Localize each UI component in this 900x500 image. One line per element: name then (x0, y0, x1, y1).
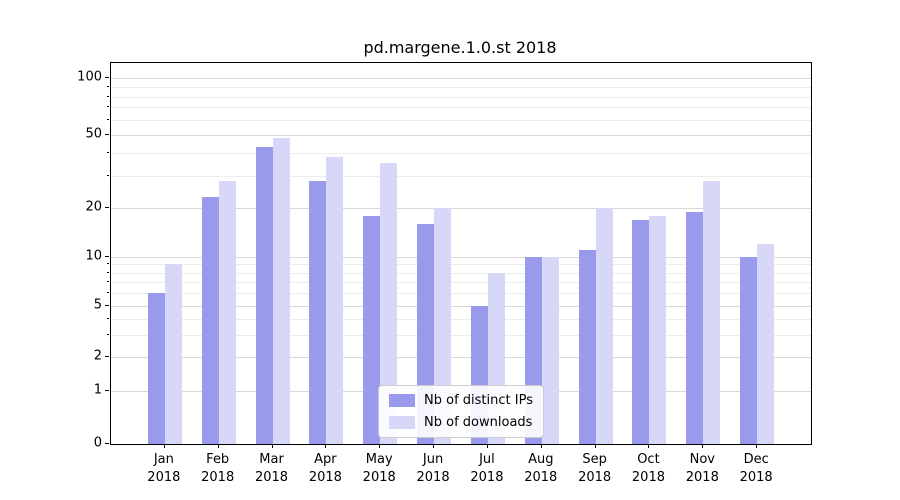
minor-gridline (111, 152, 811, 154)
bar-distinct-ips (740, 256, 758, 444)
bar-distinct-ips (147, 293, 165, 444)
y-tick-label: 100 (77, 69, 102, 85)
x-tick-label: Jan 2018 (147, 452, 181, 485)
x-tick-label: Oct 2018 (631, 452, 665, 485)
y-tick-label: 2 (93, 348, 102, 364)
y-tick-mark (105, 356, 109, 358)
major-gridline (111, 306, 811, 308)
bar-downloads (541, 256, 559, 444)
x-tick-label: Feb 2018 (201, 452, 235, 485)
y-minor-tick-mark (107, 119, 109, 121)
y-tick-mark (105, 255, 109, 257)
y-tick-mark (105, 443, 109, 444)
y-minor-tick-mark (107, 85, 109, 87)
y-tick-mark (105, 77, 109, 79)
minor-gridline (111, 334, 811, 336)
x-tick-mark (756, 444, 758, 448)
y-minor-tick-mark (107, 292, 109, 294)
bar-downloads (649, 215, 667, 444)
minor-gridline (111, 272, 811, 274)
x-tick-mark (379, 444, 381, 448)
bar-distinct-ips (363, 215, 381, 444)
y-tick-mark (105, 390, 109, 392)
minor-gridline (111, 120, 811, 122)
bar-downloads (218, 181, 236, 444)
x-tick-mark (540, 444, 542, 448)
legend: Nb of distinct IPs Nb of downloads (378, 385, 544, 438)
bar-downloads (595, 208, 613, 444)
minor-gridline (111, 175, 811, 177)
bar-downloads (380, 163, 398, 444)
x-tick-mark (648, 444, 650, 448)
y-tick-mark (105, 134, 109, 135)
minor-gridline (111, 107, 811, 109)
plot-area: Nb of distinct IPs Nb of downloads (110, 62, 812, 445)
legend-item: Nb of downloads (389, 415, 533, 430)
x-tick-mark (594, 444, 596, 448)
bar-distinct-ips (578, 250, 596, 444)
y-tick-label: 10 (85, 248, 102, 264)
x-tick-mark (325, 444, 327, 448)
y-tick-label: 5 (93, 297, 102, 313)
y-tick-label: 1 (93, 382, 102, 398)
y-minor-tick-mark (107, 281, 109, 283)
x-tick-label: Jul 2018 (470, 452, 504, 485)
minor-gridline (111, 318, 811, 320)
y-tick-label: 50 (85, 126, 102, 142)
x-tick-label: Dec 2018 (739, 452, 773, 485)
bar-downloads (272, 138, 290, 444)
x-tick-label: Apr 2018 (308, 452, 342, 485)
legend-swatch (389, 394, 416, 407)
x-tick-mark (217, 444, 219, 448)
y-minor-tick-mark (107, 271, 109, 273)
legend-label: Nb of distinct IPs (424, 393, 533, 408)
major-gridline (111, 357, 811, 359)
minor-gridline (111, 264, 811, 266)
bar-distinct-ips (255, 147, 273, 444)
y-tick-mark (105, 207, 109, 209)
minor-gridline (111, 86, 811, 88)
x-tick-label: Jun 2018 (416, 452, 450, 485)
x-tick-mark (702, 444, 704, 448)
y-tick-mark (105, 305, 109, 307)
y-minor-tick-mark (107, 151, 109, 153)
x-tick-label: Sep 2018 (578, 452, 612, 485)
x-tick-mark (271, 444, 273, 448)
bar-distinct-ips (201, 197, 219, 444)
bar-downloads (164, 264, 182, 444)
minor-gridline (111, 282, 811, 284)
legend-swatch (389, 416, 416, 429)
bar-downloads (326, 156, 344, 444)
x-tick-label: Aug 2018 (524, 452, 558, 485)
bar-distinct-ips (632, 219, 650, 444)
x-tick-label: Mar 2018 (254, 452, 289, 485)
y-minor-tick-mark (107, 333, 109, 335)
legend-item: Nb of distinct IPs (389, 393, 533, 408)
y-minor-tick-mark (107, 263, 109, 265)
bar-distinct-ips (309, 181, 327, 444)
major-gridline (111, 256, 811, 258)
y-minor-tick-mark (107, 106, 109, 108)
bar-downloads (703, 181, 721, 444)
y-minor-tick-mark (107, 174, 109, 176)
y-minor-tick-mark (107, 317, 109, 319)
x-tick-label: May 2018 (362, 452, 396, 485)
chart-title: pd.margene.1.0.st 2018 (363, 38, 557, 57)
y-tick-label: 20 (85, 199, 102, 215)
bar-downloads (757, 244, 775, 444)
y-tick-label: 0 (93, 435, 102, 451)
major-gridline (111, 135, 811, 136)
y-minor-tick-mark (107, 95, 109, 97)
minor-gridline (111, 96, 811, 98)
x-tick-label: Nov 2018 (685, 452, 719, 485)
x-tick-mark (163, 444, 165, 448)
x-tick-mark (486, 444, 488, 448)
bar-distinct-ips (686, 211, 704, 444)
minor-gridline (111, 293, 811, 295)
x-tick-mark (433, 444, 435, 448)
major-gridline (111, 208, 811, 210)
legend-label: Nb of downloads (424, 415, 533, 430)
major-gridline (111, 78, 811, 80)
